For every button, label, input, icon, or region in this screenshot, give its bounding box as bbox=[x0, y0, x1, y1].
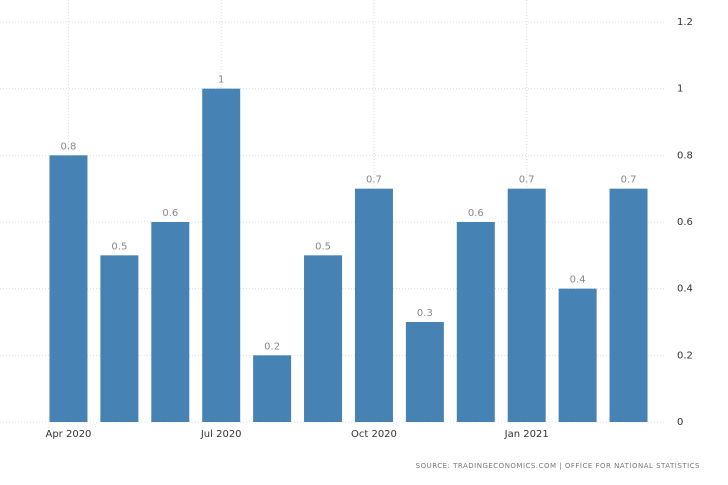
bar bbox=[49, 155, 88, 423]
value-label: 1 bbox=[218, 75, 224, 86]
bar bbox=[354, 188, 393, 422]
y-tick-label: 1.2 bbox=[677, 17, 693, 28]
value-label: 0.7 bbox=[621, 175, 637, 186]
y-tick-label: 0.6 bbox=[677, 217, 693, 228]
value-label: 0.5 bbox=[111, 241, 127, 252]
bar bbox=[304, 255, 343, 422]
y-tick-label: 0.8 bbox=[677, 150, 693, 161]
bar bbox=[558, 288, 597, 422]
value-label: 0.7 bbox=[519, 175, 535, 186]
bar bbox=[202, 88, 241, 423]
value-label: 0.4 bbox=[570, 275, 586, 286]
y-tick-label: 0.4 bbox=[677, 284, 693, 295]
x-tick-label: Apr 2020 bbox=[45, 429, 91, 440]
value-label: 0.3 bbox=[417, 308, 433, 319]
bar bbox=[507, 188, 546, 422]
bar bbox=[405, 322, 444, 422]
x-tick-label: Jan 2021 bbox=[504, 429, 549, 440]
bar bbox=[456, 222, 495, 422]
bar bbox=[609, 188, 648, 422]
x-tick-label: Jul 2020 bbox=[200, 429, 242, 440]
value-label: 0.8 bbox=[61, 141, 77, 152]
value-label: 0.6 bbox=[468, 208, 484, 219]
y-tick-label: 1 bbox=[677, 84, 683, 95]
value-label: 0.2 bbox=[264, 341, 280, 352]
x-tick-label: Oct 2020 bbox=[351, 429, 397, 440]
value-label: 0.6 bbox=[162, 208, 178, 219]
bar bbox=[253, 355, 292, 422]
value-label: 0.7 bbox=[366, 175, 382, 186]
source: SOURCE: TRADINGECONOMICS.COM | OFFICE FO… bbox=[416, 462, 700, 470]
value-label: 0.5 bbox=[315, 241, 331, 252]
y-tick-label: 0.2 bbox=[677, 350, 693, 361]
bar bbox=[151, 222, 190, 422]
bar bbox=[100, 255, 139, 422]
y-tick-label: 0 bbox=[677, 417, 683, 428]
